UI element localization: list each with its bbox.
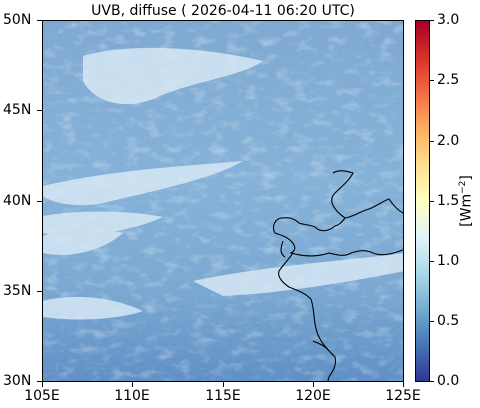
map-svg [43, 21, 403, 381]
lat-tick-label: 40N [3, 193, 32, 209]
cbar-tick-mark [430, 20, 434, 21]
lat-tick-mark-45 [37, 110, 42, 111]
colorbar-label: [Wm−2] [458, 166, 476, 236]
lon-tick-mark-125 [403, 382, 404, 387]
lon-tick-mark-115 [223, 382, 224, 387]
cbar-tick-label: 3.0 [437, 12, 460, 28]
colorbar-label-exp: −2 [458, 180, 468, 194]
colorbar [415, 20, 430, 382]
lon-tick-mark-120 [313, 382, 314, 387]
lon-tick-label: 125E [385, 388, 421, 404]
cbar-tick-label: 0.0 [437, 373, 460, 389]
cbar-tick-label: 2.5 [437, 72, 460, 88]
cbar-tick-mark [430, 141, 434, 142]
lat-tick-mark-30 [37, 381, 42, 382]
cbar-tick-mark [430, 261, 434, 262]
lat-tick-mark-50 [37, 20, 42, 21]
lon-tick-label: 110E [114, 388, 150, 404]
lat-tick-label: 30N [3, 373, 32, 389]
lon-tick-mark-105 [42, 382, 43, 387]
colorbar-label-base: [Wm [458, 193, 475, 227]
lat-tick-label: 45N [3, 102, 32, 118]
lon-tick-mark-110 [132, 382, 133, 387]
cbar-tick-mark [430, 381, 434, 382]
coastline [272, 170, 403, 381]
cloud-bands [43, 47, 403, 320]
lat-tick-label: 35N [3, 283, 32, 299]
map-title: UVB, diffuse ( 2026-04-11 06:20 UTC) [91, 3, 355, 19]
cbar-tick-mark [430, 321, 434, 322]
colorbar-label-close: ] [458, 175, 475, 181]
cbar-tick-label: 0.5 [437, 313, 460, 329]
cbar-tick-label: 1.0 [437, 253, 460, 269]
lat-tick-mark-40 [37, 201, 42, 202]
lat-tick-label: 50N [3, 12, 32, 28]
cbar-tick-mark [430, 201, 434, 202]
lat-tick-mark-35 [37, 291, 42, 292]
cbar-tick-label: 2.0 [437, 133, 460, 149]
map-panel [42, 20, 404, 382]
cbar-tick-label: 1.5 [437, 193, 460, 209]
lon-tick-label: 115E [205, 388, 241, 404]
cbar-tick-mark [430, 80, 434, 81]
lon-tick-label: 120E [295, 388, 331, 404]
lon-tick-label: 105E [24, 388, 60, 404]
